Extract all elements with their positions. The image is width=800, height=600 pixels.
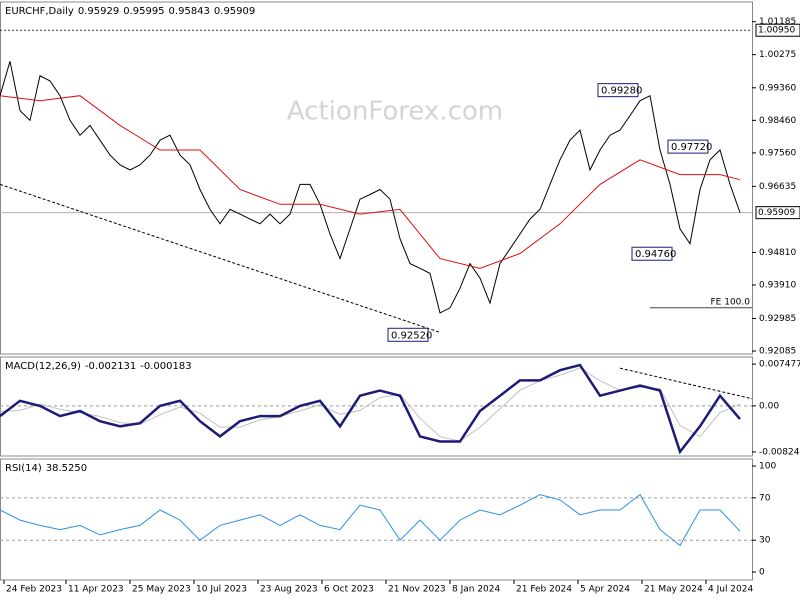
y-tick-label: 30 [759,536,771,546]
readout: 0.95909 [214,6,255,17]
annotation-label: 0.99280 [601,86,642,97]
panel-title: MACD(12,26,9) [5,361,81,372]
y-tick-label: 0.00 [759,401,779,411]
panel-frame [0,1,753,355]
readout: 0.95843 [169,6,210,17]
x-tick-label: 21 Feb 2024 [516,585,572,595]
panel-header: RSI(14) 38.5250 [5,463,87,474]
last-price-label: 0.95909 [758,208,795,218]
series-line [0,367,741,442]
annotation-box [597,83,639,98]
series-line [0,363,741,455]
annotation-box [387,327,429,342]
y-tick-label: 0 [759,568,765,578]
panel-title: EURCHF,Daily [5,6,74,17]
series-line [0,493,741,547]
y-tick-label: 0.94810 [759,248,796,258]
level-label: 1.00950 [758,26,795,36]
series-line [0,95,741,269]
annotation-box [631,246,673,261]
y-tick-label: 1.00275 [759,50,796,60]
last-price-box [755,206,800,220]
y-tick-label: 0.92985 [759,314,796,324]
y-tick-label: -0.00824 [759,447,800,457]
annotation-label: 0.94760 [635,249,676,260]
x-tick-label: 25 May 2023 [132,585,191,595]
annotation-box [667,139,709,154]
panel-header: EURCHF,Daily 0.95929 0.95995 0.95843 0.95909 [5,6,255,17]
panel-header: MACD(12,26,9) -0.002131 -0.000183 [5,361,192,372]
fe-label: FE 100.0 [711,297,751,307]
series-line [0,61,741,314]
x-tick-label: 24 Feb 2023 [6,585,62,595]
watermark: ActionForex.com [287,97,503,127]
panel-title: RSI(14) [5,463,42,474]
y-tick-label: 0.96635 [759,182,796,192]
x-tick-label: 23 Aug 2023 [260,585,318,595]
y-tick-label: 0.99360 [759,83,796,93]
y-tick-label: 0.97560 [759,148,796,158]
x-tick-label: 10 Jul 2023 [196,585,247,595]
x-tick-label: 11 Apr 2023 [68,585,124,595]
x-tick-label: 21 Nov 2023 [388,585,446,595]
panel-frame [0,458,753,581]
annotation-label: 0.97720 [671,142,712,153]
trendline [619,367,753,400]
x-tick-label: 4 Jul 2024 [708,585,753,595]
trendline [0,183,441,333]
panel-frame [0,356,753,457]
readout: -0.002131 [85,361,136,372]
y-tick-label: 100 [759,461,776,471]
x-tick-label: 8 Jan 2024 [452,585,500,595]
readout: 38.5250 [46,463,87,474]
x-tick-label: 21 May 2024 [644,585,703,595]
y-tick-label: 0.98460 [759,116,796,126]
x-tick-label: 6 Oct 2023 [324,585,374,595]
level-box [755,23,800,37]
readout: -0.000183 [140,361,191,372]
y-tick-label: 0.93910 [759,280,796,290]
x-tick-label: 5 Apr 2024 [580,585,630,595]
readout: 0.95929 [78,6,119,17]
readout: 0.95995 [123,6,164,17]
y-tick-label: 0.007477 [759,360,800,370]
y-tick-label: 70 [759,493,771,503]
y-tick-label: 0.92085 [759,347,796,357]
y-tick-label: 1.01185 [759,17,796,27]
annotation-label: 0.92520 [391,330,432,341]
